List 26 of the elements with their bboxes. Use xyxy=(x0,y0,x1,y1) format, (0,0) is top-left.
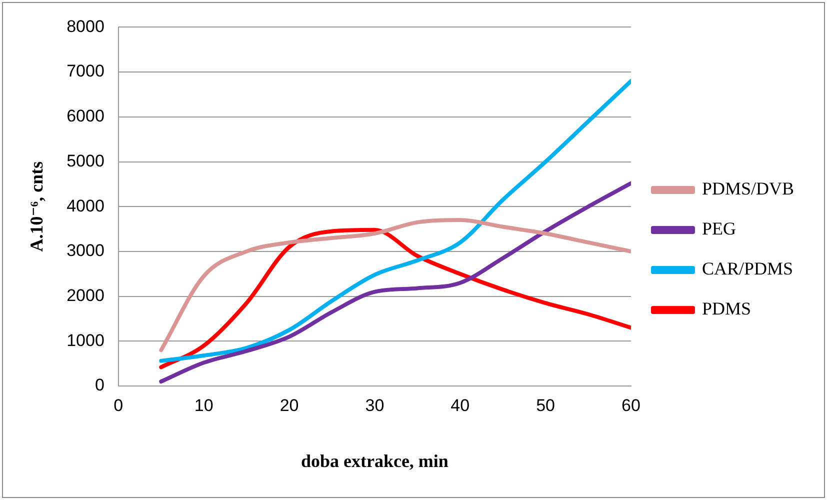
x-tick-label: 30 xyxy=(365,396,384,415)
line-series xyxy=(159,218,631,352)
x-tick-label: 40 xyxy=(450,396,470,415)
y-tick-label: 1000 xyxy=(66,330,104,350)
x-tick-label: 60 xyxy=(622,396,640,415)
y-tick-label: 5000 xyxy=(66,151,104,170)
y-tick-label: 4000 xyxy=(66,196,104,216)
line-series xyxy=(159,181,631,384)
legend-label: PDMS xyxy=(702,298,751,319)
legend-label: PDMS/DVB xyxy=(702,178,794,199)
legend-label: PEG xyxy=(702,218,736,239)
line-series xyxy=(159,79,631,363)
x-tick-label: 20 xyxy=(280,396,299,415)
y-tick-label: 6000 xyxy=(66,106,104,126)
x-tick-label: 0 xyxy=(114,396,124,415)
y-tick-label: 2000 xyxy=(66,286,104,305)
y-tick-label: 3000 xyxy=(66,241,104,260)
y-tick-label: 7000 xyxy=(66,62,104,81)
legend-label: CAR/PDMS xyxy=(702,258,794,279)
y-axis-title: A.10⁻⁶, cnts xyxy=(26,161,46,252)
y-tick-label: 8000 xyxy=(66,16,104,36)
x-tick-label: 10 xyxy=(194,396,214,415)
line-series xyxy=(159,228,631,370)
x-axis-title: doba extrakce, min xyxy=(300,450,448,471)
x-tick-label: 50 xyxy=(536,396,556,415)
y-tick-label: 0 xyxy=(94,376,104,395)
